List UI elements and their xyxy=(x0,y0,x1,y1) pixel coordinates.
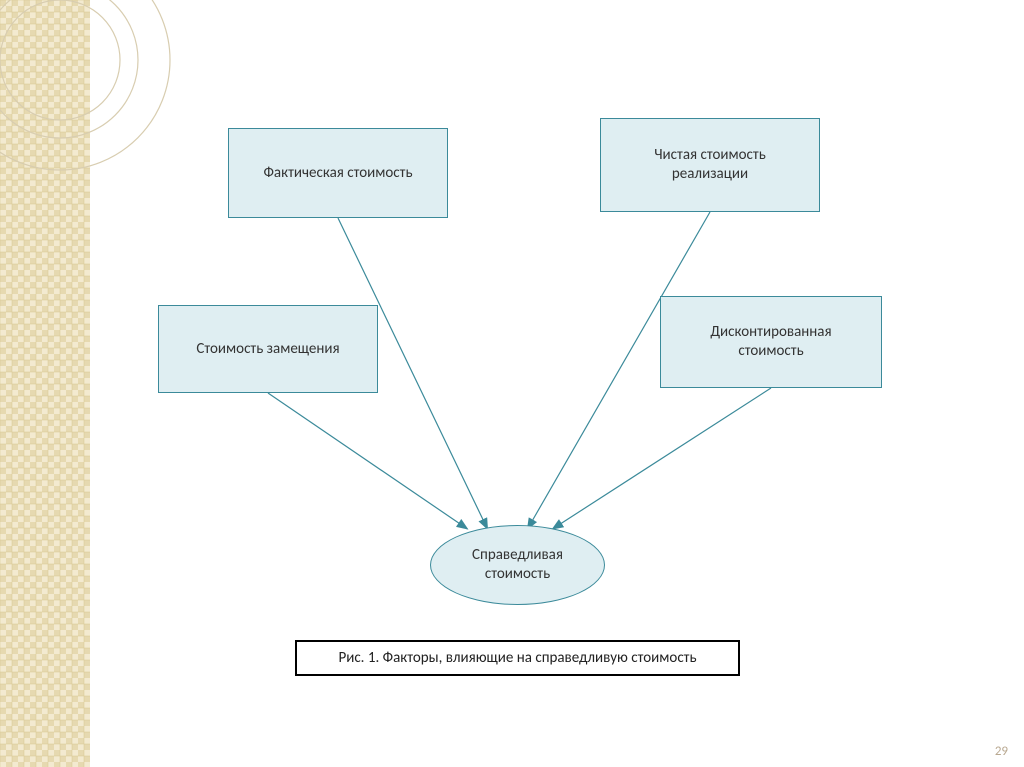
diagram-edge-n3-n5 xyxy=(268,393,468,529)
diagram-node-label: Дисконтированная стоимость xyxy=(710,323,831,361)
sidebar-pattern xyxy=(0,0,90,767)
diagram-node-label: Стоимость замещения xyxy=(196,340,339,359)
diagram-node-n5: Справедливая стоимость xyxy=(430,525,605,605)
diagram-node-label: Справедливая стоимость xyxy=(472,546,563,584)
diagram-node-label: Чистая стоимость реализации xyxy=(654,146,766,184)
figure-caption-text: Рис. 1. Факторы, влияющие на справедливу… xyxy=(338,649,696,667)
figure-caption: Рис. 1. Факторы, влияющие на справедливу… xyxy=(295,640,740,676)
page-number: 29 xyxy=(995,744,1008,759)
diagram-node-n3: Стоимость замещения xyxy=(158,305,378,393)
diagram-edge-n4-n5 xyxy=(553,388,772,529)
diagram-node-label: Фактическая стоимость xyxy=(263,164,412,183)
diagram-node-n1: Фактическая стоимость xyxy=(228,128,448,218)
diagram-node-n2: Чистая стоимость реализации xyxy=(600,118,820,212)
diagram-node-n4: Дисконтированная стоимость xyxy=(660,296,882,388)
slide: Фактическая стоимость Чистая стоимость ре… xyxy=(0,0,1024,767)
